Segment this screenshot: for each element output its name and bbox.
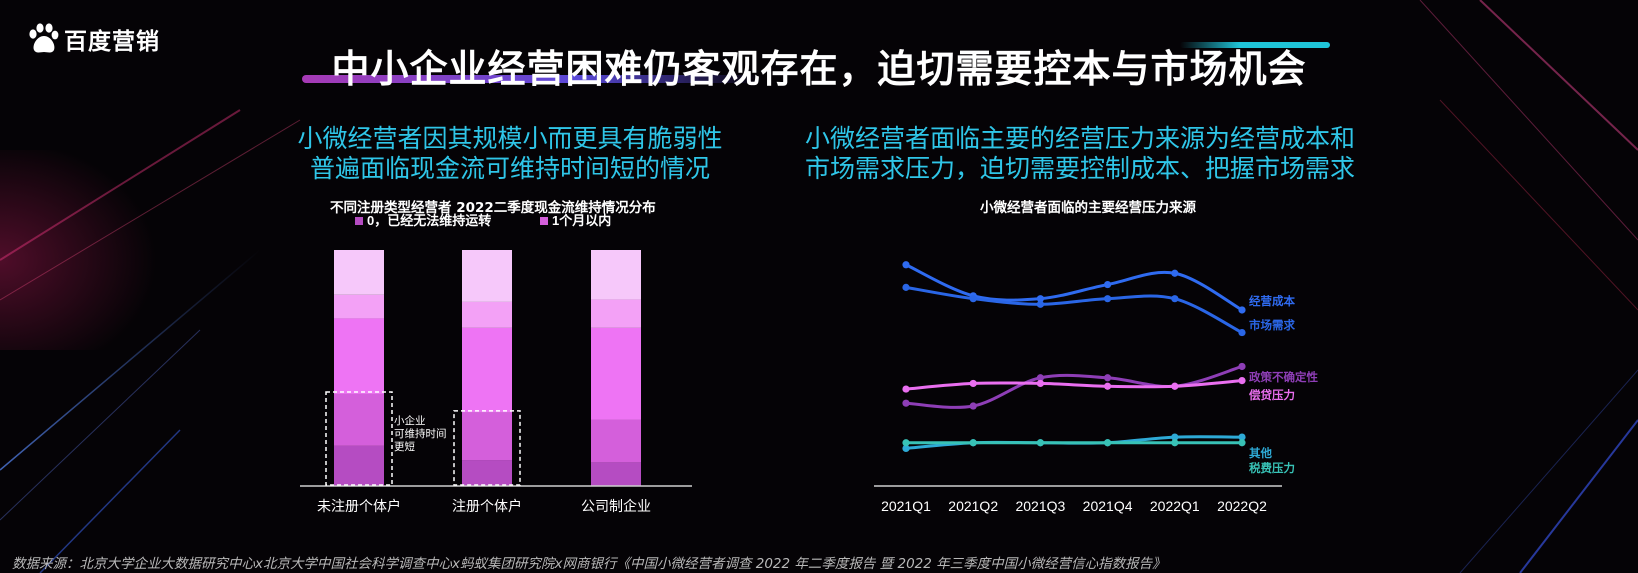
data-point bbox=[1238, 328, 1246, 337]
legend-swatch bbox=[355, 217, 363, 225]
slide-title: 中小企业经营困难仍客观存在，迫切需要控本与市场机会 bbox=[331, 47, 1307, 91]
bar-segment bbox=[334, 445, 384, 486]
data-point bbox=[902, 283, 910, 291]
x-tick-label: 2021Q1 bbox=[881, 498, 931, 514]
data-point bbox=[1171, 295, 1179, 303]
bar-segment bbox=[462, 250, 512, 302]
x-tick-label: 注册个体户 bbox=[452, 498, 522, 514]
data-point bbox=[1036, 300, 1044, 308]
bar-segment bbox=[462, 412, 512, 461]
x-tick-label: 未注册个体户 bbox=[317, 498, 401, 514]
data-point bbox=[1171, 269, 1179, 277]
data-point bbox=[1171, 433, 1179, 441]
bar-chart-title: 不同注册类型经营者 2022二季度现金流维持情况分布 bbox=[330, 200, 656, 216]
data-source-note: 数据来源：北京大学企业大数据研究中心x北京大学中国社会科学调查中心x蚂蚁集团研究… bbox=[12, 556, 1166, 572]
data-point bbox=[1036, 439, 1044, 447]
x-tick-label: 2022Q2 bbox=[1217, 498, 1267, 514]
x-tick-label: 2021Q2 bbox=[948, 498, 998, 514]
data-point bbox=[902, 439, 910, 447]
legend-swatch bbox=[540, 217, 548, 225]
line-chart-title: 小微经营者面临的主要经营压力来源 bbox=[980, 200, 1196, 216]
bar-segment bbox=[591, 327, 641, 420]
bar-segment bbox=[591, 250, 641, 300]
data-point bbox=[1238, 362, 1246, 371]
logo-text: 百度营销 bbox=[64, 29, 160, 55]
data-point bbox=[1104, 295, 1112, 303]
highlight-box bbox=[325, 391, 393, 486]
data-point bbox=[969, 402, 977, 410]
data-point bbox=[1104, 439, 1112, 447]
data-point bbox=[1171, 382, 1179, 390]
series-label: 经营成本 bbox=[1249, 294, 1295, 308]
series-line bbox=[905, 379, 1243, 391]
data-point bbox=[1171, 439, 1179, 447]
bar-segment bbox=[334, 250, 384, 295]
x-tick-label: 2021Q4 bbox=[1083, 498, 1133, 514]
bar-segment bbox=[334, 294, 384, 319]
data-point bbox=[902, 385, 910, 393]
data-point bbox=[1238, 433, 1246, 441]
bar-segment bbox=[462, 460, 512, 486]
data-point bbox=[902, 444, 910, 452]
data-point bbox=[969, 439, 977, 447]
x-tick-label: 2021Q3 bbox=[1015, 498, 1065, 514]
legend-label: 1个月以内 bbox=[552, 213, 611, 228]
bar-segment bbox=[462, 301, 512, 328]
data-point bbox=[902, 399, 910, 407]
series-label: 偿贷压力 bbox=[1249, 388, 1295, 402]
bar-segment bbox=[334, 393, 384, 446]
series-label: 政策不确定性 bbox=[1249, 370, 1318, 384]
title-accent-bar-left bbox=[302, 75, 762, 83]
bar-segment bbox=[591, 419, 641, 463]
legend-label: 0，已经无法维持运转 bbox=[367, 213, 491, 228]
data-point bbox=[969, 379, 977, 388]
right-subheading-line-1: 小微经营者面临主要的经营压力来源为经营成本和 bbox=[804, 124, 1355, 153]
data-point bbox=[1238, 377, 1246, 385]
right-subheading: 小微经营者面临主要的经营压力来源为经营成本和 市场需求压力，迫切需要控制成本、把… bbox=[790, 124, 1370, 184]
right-subheading-line-2: 市场需求压力，迫切需要控制成本、把握市场需求 bbox=[804, 154, 1355, 183]
annotation-text: 可维持时间 bbox=[394, 427, 447, 440]
data-point bbox=[1238, 306, 1246, 314]
series-label: 市场需求 bbox=[1249, 318, 1295, 332]
bar-segment bbox=[591, 299, 641, 328]
series-line bbox=[905, 365, 1243, 409]
data-point bbox=[969, 295, 977, 303]
x-tick-label: 公司制企业 bbox=[581, 498, 651, 514]
data-point bbox=[1104, 374, 1112, 382]
annotation-text: 更短 bbox=[394, 440, 415, 453]
brand-logo: 百度营销 bbox=[26, 22, 160, 56]
series-label: 税费压力 bbox=[1249, 461, 1295, 475]
left-subheading: 小微经营者因其规模小而更具有脆弱性 普遍面临现金流可维持时间短的情况 bbox=[250, 124, 770, 184]
bar-segment bbox=[334, 318, 384, 394]
data-point bbox=[1036, 379, 1044, 388]
series-line bbox=[905, 285, 1243, 334]
title-accent-bar-right bbox=[1180, 42, 1330, 48]
data-point bbox=[902, 261, 910, 269]
data-point bbox=[1104, 280, 1112, 289]
data-point bbox=[1036, 295, 1044, 303]
x-tick-label: 2022Q1 bbox=[1150, 498, 1200, 514]
left-subheading-line-2: 普遍面临现金流可维持时间短的情况 bbox=[309, 154, 710, 183]
left-subheading-line-1: 小微经营者因其规模小而更具有脆弱性 bbox=[297, 124, 723, 153]
bar-segment bbox=[591, 462, 641, 486]
data-point bbox=[1036, 374, 1044, 382]
annotation-text: 小企业 bbox=[394, 414, 426, 427]
data-point bbox=[1104, 382, 1112, 390]
bar-segment bbox=[462, 327, 512, 413]
series-line bbox=[905, 263, 1243, 312]
series-label: 其他 bbox=[1249, 446, 1272, 460]
paw-icon bbox=[29, 23, 59, 53]
data-point bbox=[1238, 439, 1246, 447]
